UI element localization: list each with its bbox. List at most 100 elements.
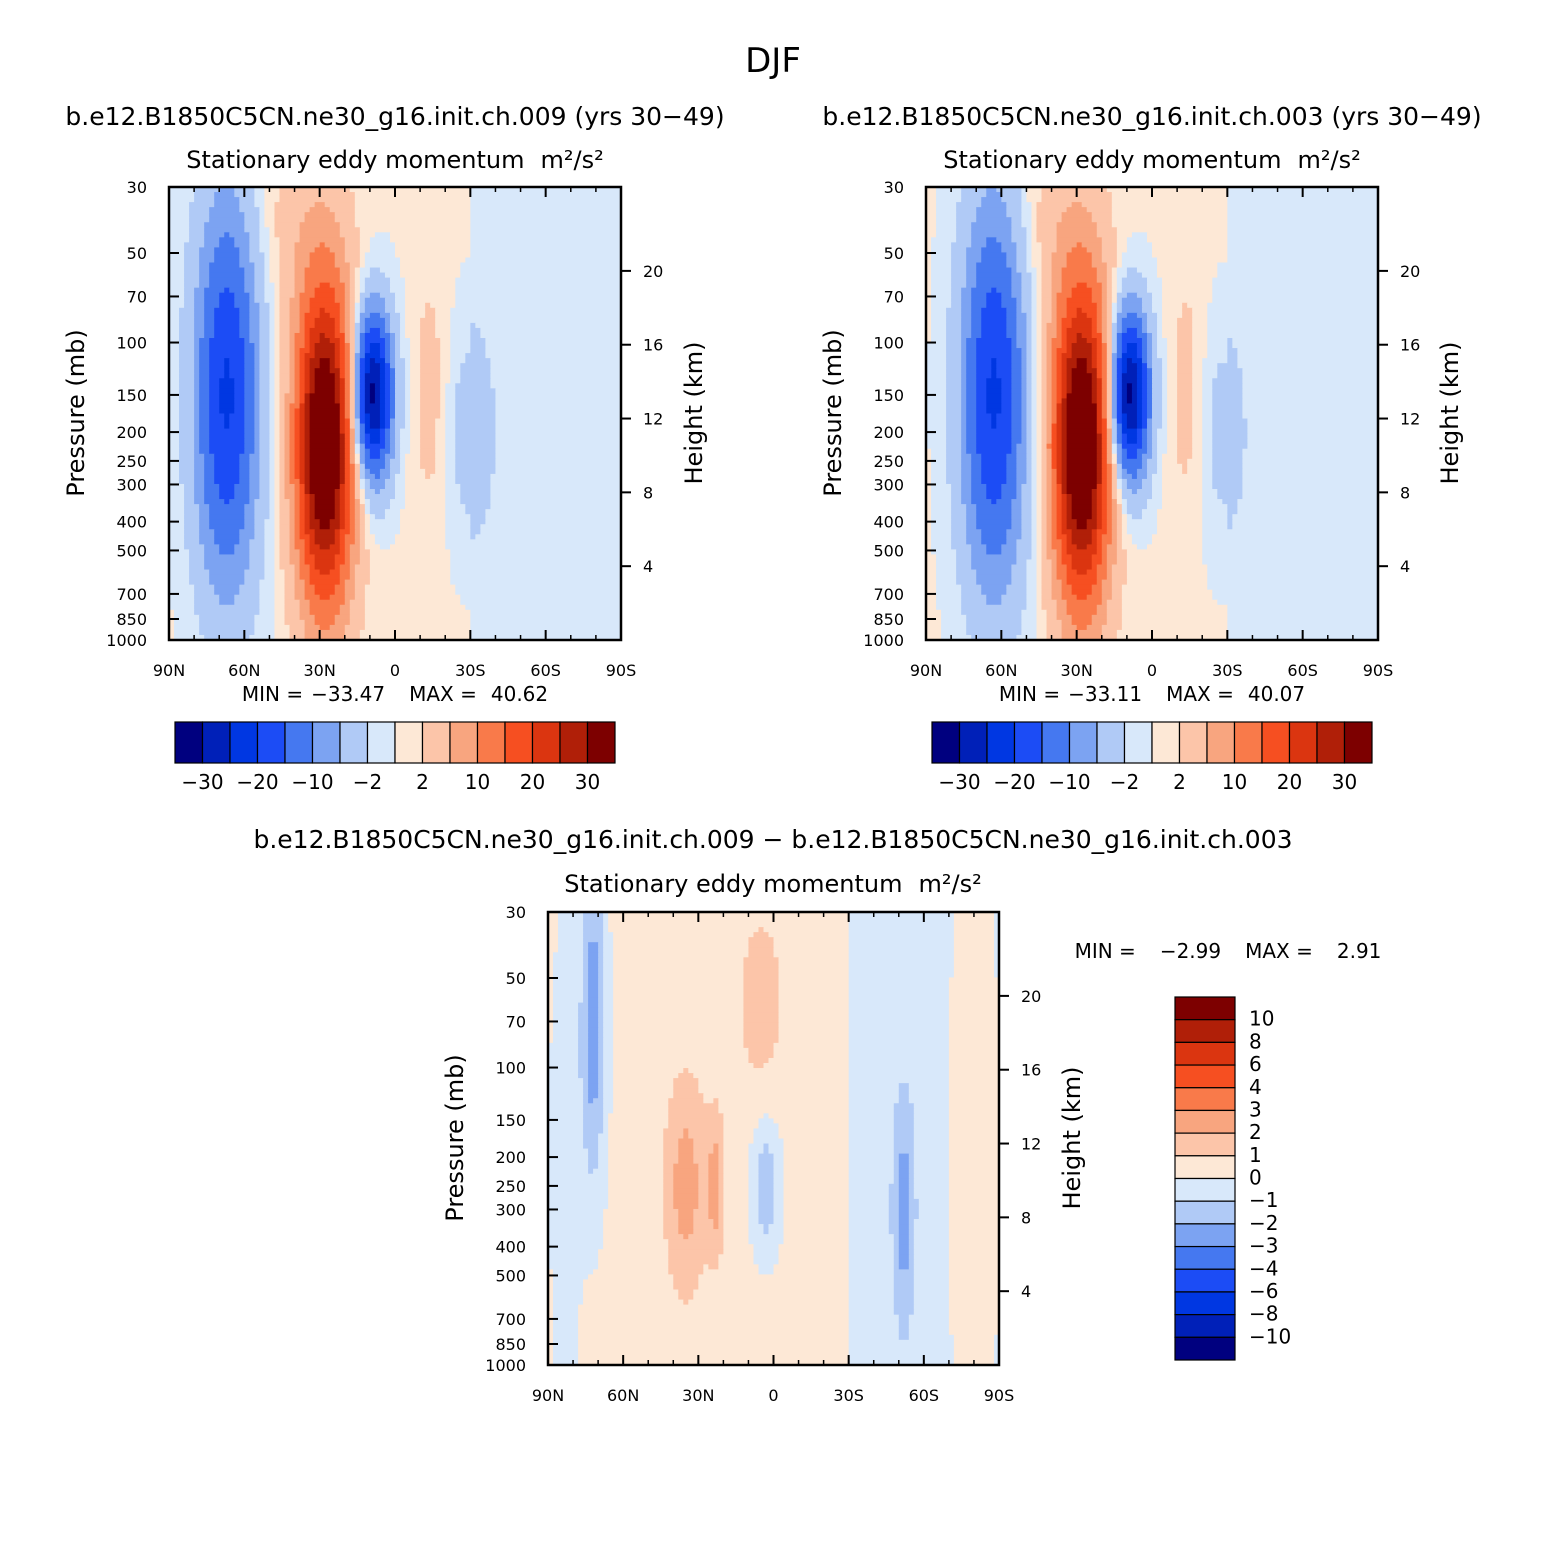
field-cell <box>848 1002 950 1009</box>
field-cell <box>553 992 584 999</box>
field-cell <box>294 242 321 248</box>
field-cell <box>279 348 291 354</box>
field-cell <box>445 428 456 435</box>
y-tick-label: 100 <box>873 334 904 353</box>
field-cell <box>1036 277 1043 284</box>
field-cell <box>1111 468 1118 475</box>
field-cell <box>971 312 982 319</box>
field-cell <box>1051 463 1058 470</box>
field-cell <box>1086 358 1093 364</box>
field-cell <box>1061 544 1068 550</box>
field-cell <box>379 393 386 399</box>
field-cell <box>400 438 411 445</box>
field-cell <box>1247 423 1379 430</box>
field-cell <box>1051 473 1058 480</box>
field-cell <box>1202 378 1213 384</box>
field-cell <box>389 348 396 354</box>
field-cell <box>1242 483 1379 490</box>
field-cell <box>289 327 301 334</box>
field-cell <box>369 348 381 354</box>
field-cell <box>329 524 341 530</box>
field-cell <box>490 373 622 379</box>
field-cell <box>389 232 471 238</box>
field-cell <box>598 947 604 953</box>
field-cell <box>219 403 235 410</box>
field-cell <box>1101 418 1108 425</box>
field-cell <box>395 338 401 344</box>
field-cell <box>254 287 266 294</box>
field-cell <box>971 222 1012 228</box>
field-cell <box>279 458 286 465</box>
field-cell <box>993 972 1000 979</box>
field-cell <box>344 539 356 545</box>
field-cell <box>244 212 260 218</box>
field-cell <box>1101 509 1108 515</box>
field-cell <box>1121 388 1128 394</box>
field-cell <box>354 413 361 420</box>
field-cell <box>274 403 281 410</box>
field-cell <box>410 368 421 374</box>
field-cell <box>931 267 952 274</box>
field-cell <box>1146 458 1158 465</box>
field-cell <box>996 368 1012 374</box>
field-cell <box>1126 453 1138 460</box>
field-cell <box>961 348 967 354</box>
field-cell <box>1227 227 1379 233</box>
field-cell <box>1101 524 1108 530</box>
field-cell <box>966 353 977 359</box>
field-cell <box>495 388 622 394</box>
field-cell <box>309 428 341 435</box>
field-cell <box>778 1027 850 1034</box>
field-cell <box>961 287 972 294</box>
field-cell <box>1096 494 1103 500</box>
field-cell <box>1036 433 1043 440</box>
field-cell <box>986 378 1002 384</box>
field-cell <box>1106 358 1113 364</box>
field-cell <box>219 302 235 309</box>
field-cell <box>244 524 255 530</box>
field-cell <box>364 514 371 520</box>
field-cell <box>1162 393 1168 399</box>
field-cell <box>1021 393 1028 399</box>
field-cell <box>294 473 301 480</box>
field-cell <box>931 499 952 505</box>
field-cell <box>204 302 220 309</box>
field-cell <box>274 338 281 344</box>
field-cell <box>405 307 426 314</box>
field-cell <box>430 473 446 480</box>
field-cell <box>384 453 396 460</box>
field-cell <box>249 307 260 314</box>
field-cell <box>1116 373 1123 379</box>
field-cell <box>1177 443 1193 450</box>
field-cell <box>953 917 995 923</box>
field-cell <box>1061 559 1073 566</box>
field-cell <box>194 589 215 596</box>
field-cell <box>946 463 962 470</box>
field-cell <box>1011 217 1023 223</box>
field-cell <box>1121 438 1128 445</box>
field-cell <box>359 478 366 485</box>
field-cell <box>1126 519 1158 525</box>
field-cell <box>259 453 271 460</box>
field-cell <box>936 559 957 566</box>
field-cell <box>359 629 471 636</box>
field-cell <box>269 262 281 269</box>
field-cell <box>583 977 589 984</box>
field-cell <box>194 338 200 344</box>
field-cell <box>1116 267 1128 274</box>
field-cell <box>334 398 341 405</box>
field-cell <box>349 348 356 354</box>
field-cell <box>244 353 255 359</box>
field-cell <box>199 514 210 520</box>
field-cell <box>848 987 950 994</box>
field-cell <box>548 937 559 943</box>
field-cell <box>294 584 306 591</box>
field-cell <box>364 353 381 359</box>
field-cell <box>773 952 850 958</box>
field-cell <box>384 297 396 304</box>
field-cell <box>1192 317 1208 324</box>
field-cell <box>603 1057 614 1064</box>
field-cell <box>204 473 215 480</box>
field-cell <box>420 348 441 354</box>
field-cell <box>184 534 200 540</box>
